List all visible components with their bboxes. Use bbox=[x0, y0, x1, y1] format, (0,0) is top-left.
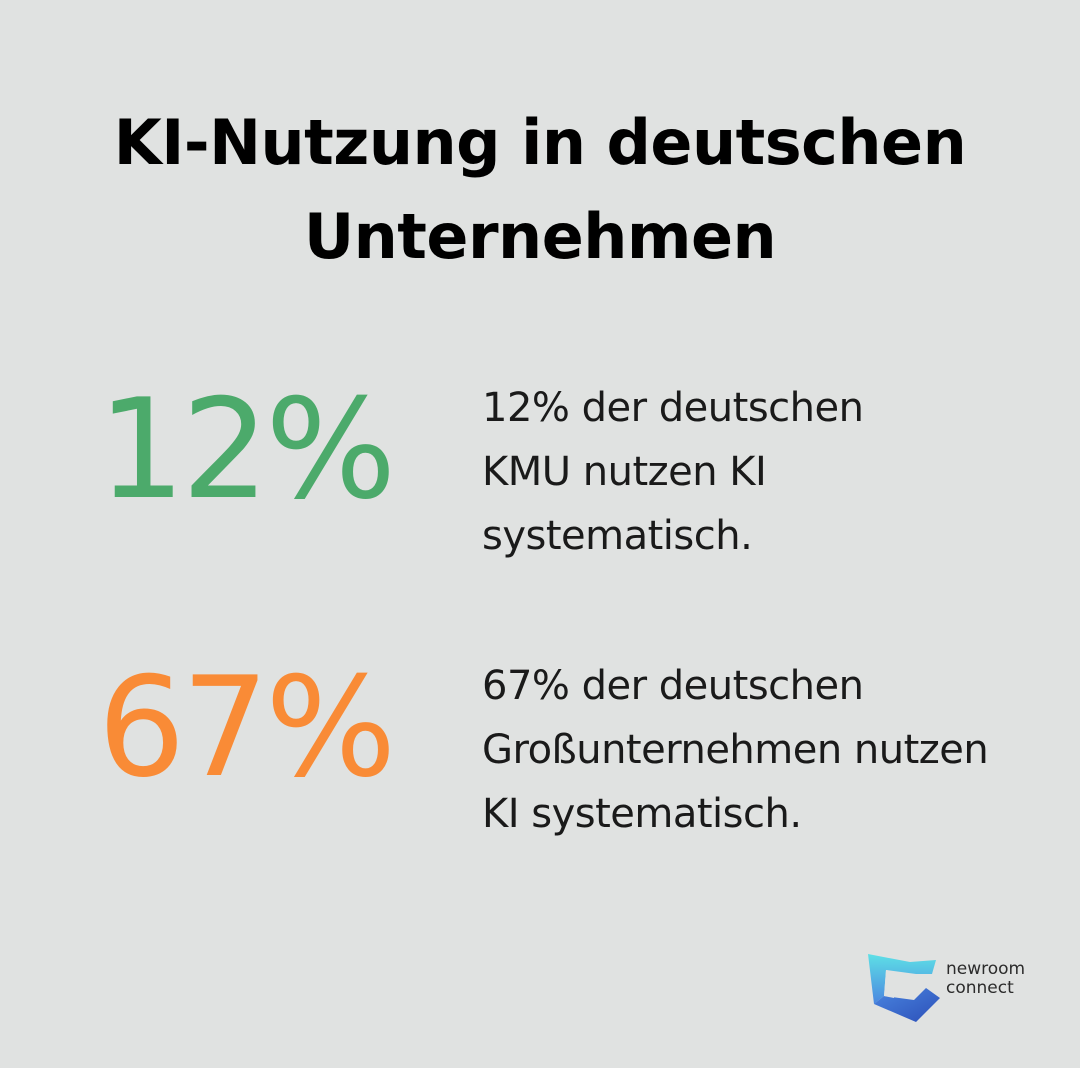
logo-line-2: connect bbox=[946, 978, 1014, 998]
brand-logo: newroom connect bbox=[866, 948, 1046, 1028]
stat-description-grossunternehmen: 67% der deutschen Großunternehmen nutzen… bbox=[482, 654, 1042, 846]
logo-line-1: newroom bbox=[946, 959, 1026, 979]
logo-wordmark: newroom connect bbox=[946, 960, 1025, 998]
stat-description-grossunternehmen-text: 67% der deutschen Großunternehmen nutzen… bbox=[482, 663, 989, 837]
stat-value-grossunternehmen: 67% bbox=[97, 647, 397, 808]
newroom-connect-logo-icon bbox=[868, 954, 940, 1022]
page-title: KI-Nutzung in deutschen Unternehmen bbox=[113, 106, 967, 273]
stat-value-kmu: 12% bbox=[97, 369, 397, 530]
stat-description-kmu-text: 12% der deutschen KMU nutzen KI systemat… bbox=[482, 385, 864, 559]
stat-description-kmu: 12% der deutschen KMU nutzen KI systemat… bbox=[482, 376, 1042, 568]
